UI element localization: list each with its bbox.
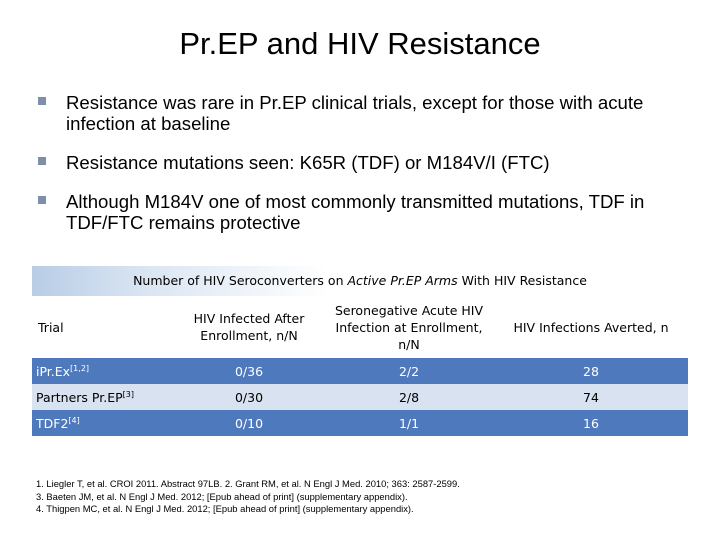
bullet-text: Resistance mutations seen: K65R (TDF) or… <box>66 152 550 173</box>
table-header-row: Trial HIV Infected After Enrollment, n/N… <box>32 296 688 358</box>
header-infected-after: HIV Infected After Enrollment, n/N <box>193 311 305 343</box>
bullet-list: Resistance was rare in Pr.EP clinical tr… <box>38 92 688 251</box>
cell-infected-after: 0/10 <box>234 415 264 431</box>
header-acute-infection: Seronegative Acute HIV Infection at Enro… <box>334 302 484 352</box>
square-bullet-icon <box>38 157 46 165</box>
square-bullet-icon <box>38 97 46 105</box>
cell-infections-averted: 28 <box>583 363 599 379</box>
bullet-item: Although M184V one of most commonly tran… <box>38 191 688 233</box>
reference-line: 4. Thigpen MC, et al. N Engl J Med. 2012… <box>36 503 414 514</box>
cell-trial: iPr.Ex[1,2] <box>36 363 90 379</box>
resistance-table: Number of HIV Seroconverters on Active P… <box>32 266 688 436</box>
bullet-item: Resistance was rare in Pr.EP clinical tr… <box>38 92 688 134</box>
cell-acute-infection: 1/1 <box>398 415 420 431</box>
header-trial: Trial <box>38 319 64 335</box>
table-row: TDF2[4] 0/10 1/1 16 <box>32 410 688 436</box>
cell-infections-averted: 16 <box>583 415 599 431</box>
slide-title: Pr.EP and HIV Resistance <box>179 26 541 61</box>
bullet-item: Resistance mutations seen: K65R (TDF) or… <box>38 152 688 173</box>
reference-line: 3. Baeten JM, et al. N Engl J Med. 2012;… <box>36 490 408 502</box>
bullet-text: Although M184V one of most commonly tran… <box>66 191 645 233</box>
table-row: iPr.Ex[1,2] 0/36 2/2 28 <box>32 358 688 384</box>
table-row: Partners Pr.EP[3] 0/30 2/8 74 <box>32 384 688 410</box>
table-caption: Number of HIV Seroconverters on Active P… <box>32 266 688 296</box>
square-bullet-icon <box>38 196 46 204</box>
cell-infections-averted: 74 <box>583 389 599 405</box>
references: 1. Liegler T, et al. CROI 2011. Abstract… <box>36 478 460 516</box>
cell-infected-after: 0/36 <box>234 363 264 379</box>
cell-acute-infection: 2/8 <box>398 389 420 405</box>
cell-acute-infection: 2/2 <box>398 363 420 379</box>
cell-trial: Partners Pr.EP[3] <box>36 389 134 405</box>
bullet-text: Resistance was rare in Pr.EP clinical tr… <box>66 92 644 134</box>
reference-line: 1. Liegler T, et al. CROI 2011. Abstract… <box>36 478 460 489</box>
cell-trial: TDF2[4] <box>36 415 80 431</box>
header-infections-averted: HIV Infections Averted, n <box>513 319 669 335</box>
cell-infected-after: 0/30 <box>234 389 264 405</box>
